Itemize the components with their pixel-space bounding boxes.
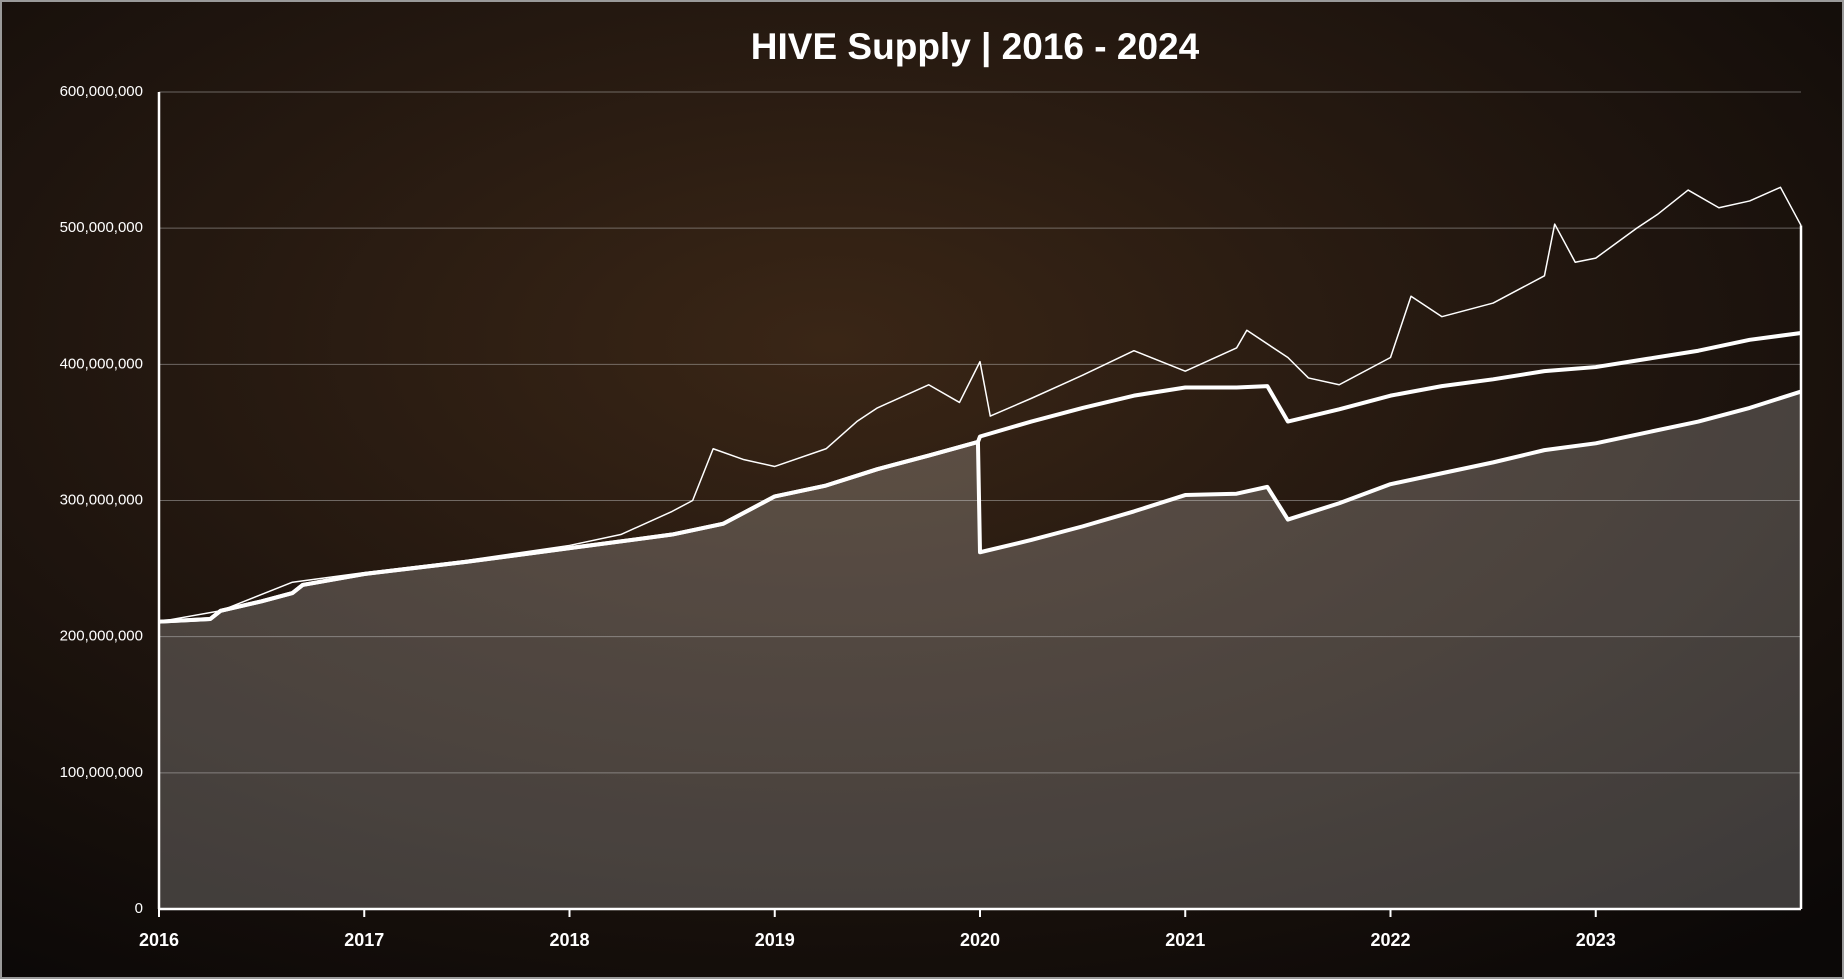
chart-title: HIVE Supply | 2016 - 2024	[751, 26, 1200, 68]
line	[158, 186, 1802, 623]
y-tick-label: 0	[135, 900, 143, 917]
x-tick-label: 2016	[139, 930, 179, 950]
x-tick-label: 2023	[1576, 930, 1616, 950]
y-tick-label: 500,000,000	[60, 219, 143, 236]
area	[159, 391, 1801, 910]
y-tick-label: 100,000,000	[60, 764, 143, 781]
x-tick-label: 2021	[1165, 930, 1205, 950]
x-tick-label: 2019	[755, 930, 795, 950]
line	[158, 389, 1802, 624]
y-tick-label: 300,000,000	[60, 491, 143, 508]
x-tick-label: 2020	[960, 930, 1000, 950]
y-tick-label: 600,000,000	[60, 83, 143, 100]
y-tick-label: 400,000,000	[60, 355, 143, 372]
x-tick-label: 2017	[344, 930, 384, 950]
y-tick-label: 200,000,000	[60, 628, 143, 645]
x-tick-label: 2018	[549, 930, 589, 950]
x-tick-label: 2022	[1370, 930, 1410, 950]
